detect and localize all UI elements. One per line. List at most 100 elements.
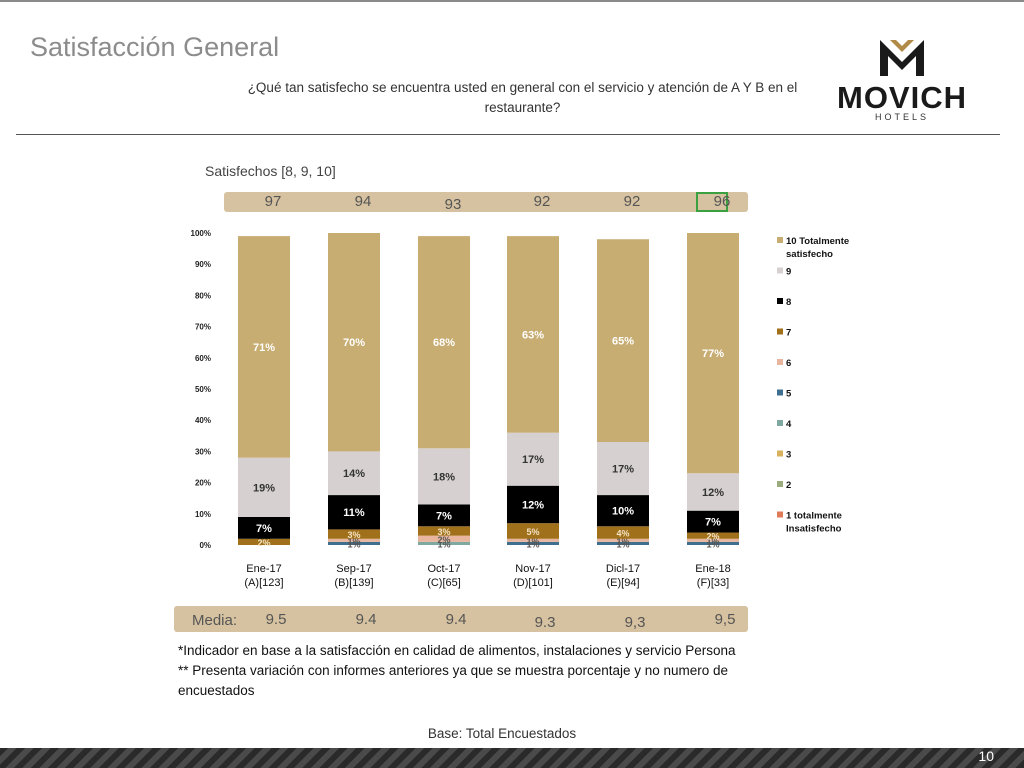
- legend-swatch: [777, 237, 783, 243]
- top-border: [0, 0, 1024, 2]
- bar-segment: [418, 526, 470, 536]
- legend-swatch: [777, 389, 783, 396]
- legend-swatch: [777, 450, 783, 457]
- bar-segment: [418, 236, 470, 449]
- data-label: 10%: [612, 506, 634, 518]
- legend-label: 6: [786, 358, 791, 369]
- bar-segment: [238, 516, 290, 539]
- data-label: 17%: [612, 464, 634, 476]
- data-label: 70%: [343, 337, 365, 349]
- data-label: 7%: [705, 517, 721, 529]
- satisfied-value: 96: [713, 193, 731, 210]
- y-tick-label: 20%: [195, 479, 211, 488]
- legend-label: 5: [786, 389, 792, 400]
- bar-segment: [238, 236, 290, 458]
- movich-logo: MOVICH HOTELS: [812, 36, 992, 122]
- data-label: 1%: [347, 536, 360, 546]
- legend-label: 10 Totalmente: [786, 236, 849, 247]
- data-label: 12%: [702, 487, 724, 499]
- bar-segment: [328, 529, 380, 539]
- legend-label: satisfecho: [786, 249, 833, 260]
- bar-segment: [328, 451, 380, 496]
- data-label: 7%: [436, 510, 452, 522]
- media-value: 9.4: [445, 611, 467, 628]
- legend-label: 3: [786, 450, 791, 461]
- y-tick-label: 70%: [195, 323, 211, 332]
- media-value: 9.3: [534, 614, 556, 631]
- y-tick-label: 10%: [195, 510, 211, 519]
- bar-segment: [507, 236, 559, 433]
- legend-swatch: [777, 298, 783, 304]
- media-value: 9,3: [624, 614, 646, 631]
- legend-label: 8: [786, 297, 791, 308]
- data-label: 1%: [347, 539, 360, 549]
- bar-segment: [597, 526, 649, 539]
- header-rule: [16, 134, 1000, 135]
- data-label: 1%: [706, 536, 719, 546]
- data-label: 11%: [343, 507, 365, 519]
- bar-segment: [687, 510, 739, 533]
- data-label: 3%: [437, 527, 450, 537]
- page-title: Satisfacción General: [30, 32, 280, 62]
- data-label: 12%: [522, 499, 544, 511]
- x-tick-label: Dicl-17: [606, 563, 640, 575]
- data-label: 1%: [616, 539, 629, 549]
- x-tick-label: Ene-18: [695, 563, 730, 575]
- satisfied-value: 94: [354, 193, 372, 210]
- data-label: 5%: [526, 527, 539, 537]
- movich-logo-mark-icon: [880, 40, 924, 76]
- data-label: 71%: [253, 342, 275, 354]
- bar-segment: [418, 448, 470, 505]
- data-label: 63%: [522, 329, 544, 341]
- bar-segment: [597, 541, 649, 545]
- data-label: 19%: [253, 482, 275, 494]
- data-label: 2%: [437, 535, 450, 545]
- satisfied-value: 92: [623, 193, 641, 210]
- bar-segment: [238, 457, 290, 517]
- data-label: 18%: [433, 471, 455, 483]
- bar-segment: [238, 538, 290, 545]
- media-band: [174, 606, 748, 632]
- bar-segment: [507, 432, 559, 486]
- footer-pattern: [0, 748, 1024, 768]
- media-label: Media:: [192, 612, 238, 629]
- y-tick-label: 60%: [195, 354, 211, 363]
- data-label: 17%: [522, 454, 544, 466]
- bar-segment: [687, 233, 739, 474]
- legend-label: 1 totalmente: [786, 511, 842, 522]
- x-tick-label: Ene-17: [246, 563, 281, 575]
- bar-segment: [328, 538, 380, 542]
- x-tick-label: (C)[65]: [427, 577, 461, 589]
- y-tick-label: 100%: [191, 229, 211, 238]
- bar-segment: [687, 541, 739, 545]
- y-tick-label: 40%: [195, 416, 211, 425]
- base-note: Base: Total Encuestados: [427, 726, 577, 741]
- bar-segment: [418, 535, 470, 542]
- bar-segment: [597, 442, 649, 496]
- y-tick-label: 50%: [195, 385, 211, 394]
- legend-label: 9: [786, 267, 791, 278]
- media-value: 9.4: [355, 611, 377, 628]
- data-label: 77%: [702, 348, 724, 360]
- footnotes: *Indicador en base a la satisfacción en …: [178, 641, 798, 701]
- legend-label: 2: [786, 480, 791, 491]
- satisfied-label: Satisfechos [8, 9, 10]: [205, 163, 336, 179]
- legend-swatch: [777, 511, 783, 518]
- bar-segment: [507, 485, 559, 524]
- bar-segment: [687, 538, 739, 542]
- bar-segment: [507, 523, 559, 539]
- data-label: 7%: [256, 523, 272, 535]
- y-tick-label: 80%: [195, 291, 211, 300]
- satisfied-highlight-box: [696, 192, 728, 212]
- bar-segment: [597, 495, 649, 527]
- satisfied-value: 92: [533, 193, 551, 210]
- y-tick-label: 0%: [199, 541, 211, 550]
- data-label: 68%: [433, 337, 455, 349]
- media-value: 9,5: [714, 611, 736, 628]
- legend-swatch: [777, 267, 783, 274]
- data-label: 2%: [257, 538, 270, 548]
- x-tick-label: (D)[101]: [513, 577, 553, 589]
- bar-segment: [687, 473, 739, 511]
- legend-label: Insatisfecho: [786, 524, 842, 535]
- legend-label: 7: [786, 328, 791, 339]
